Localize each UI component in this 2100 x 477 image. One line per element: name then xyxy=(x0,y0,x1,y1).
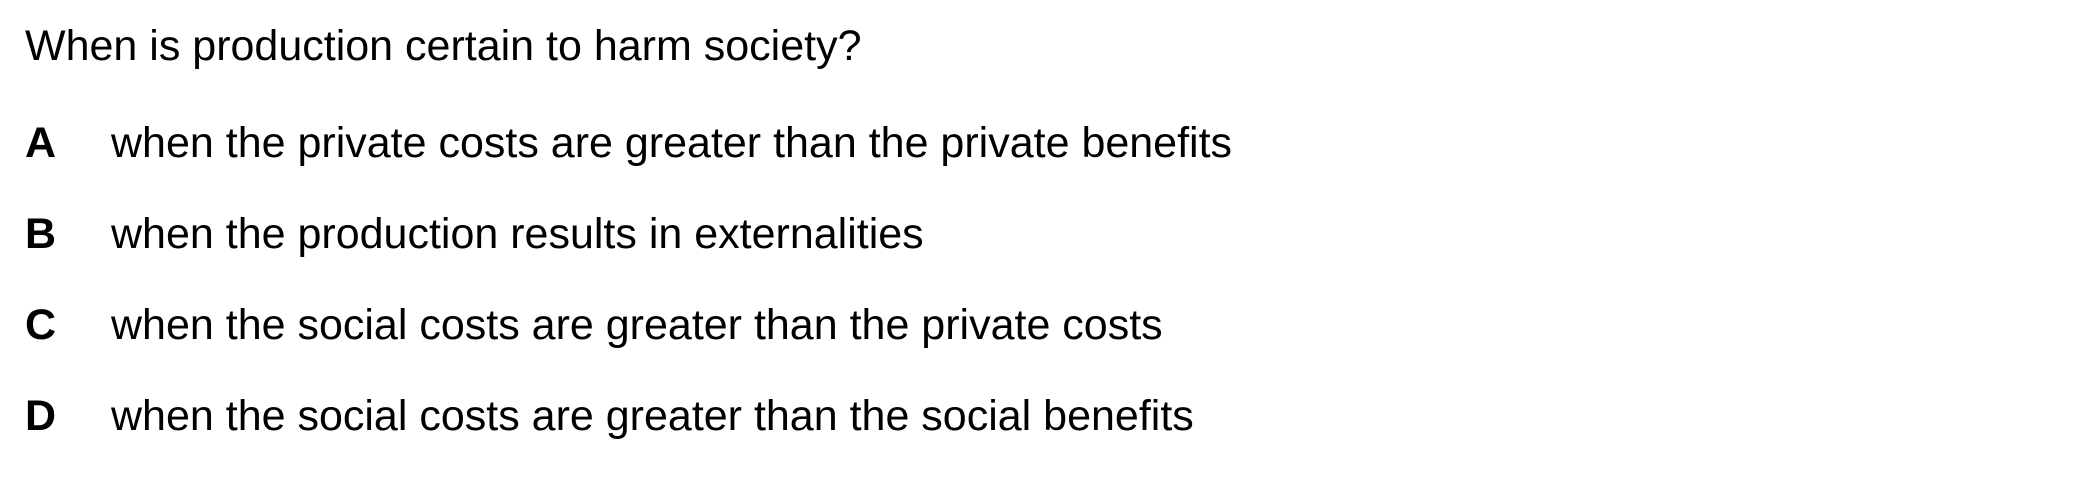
option-letter: C xyxy=(25,301,57,349)
option-letter: B xyxy=(25,210,57,258)
option-text: when the private costs are greater than … xyxy=(111,119,1233,167)
option-letter: A xyxy=(25,119,57,167)
option-text: when the social costs are greater than t… xyxy=(111,301,1163,349)
option-text: when the production results in externali… xyxy=(111,210,924,258)
question-text: When is production certain to harm socie… xyxy=(25,22,862,70)
option-letter: D xyxy=(25,392,57,440)
option-text: when the social costs are greater than t… xyxy=(111,392,1194,440)
